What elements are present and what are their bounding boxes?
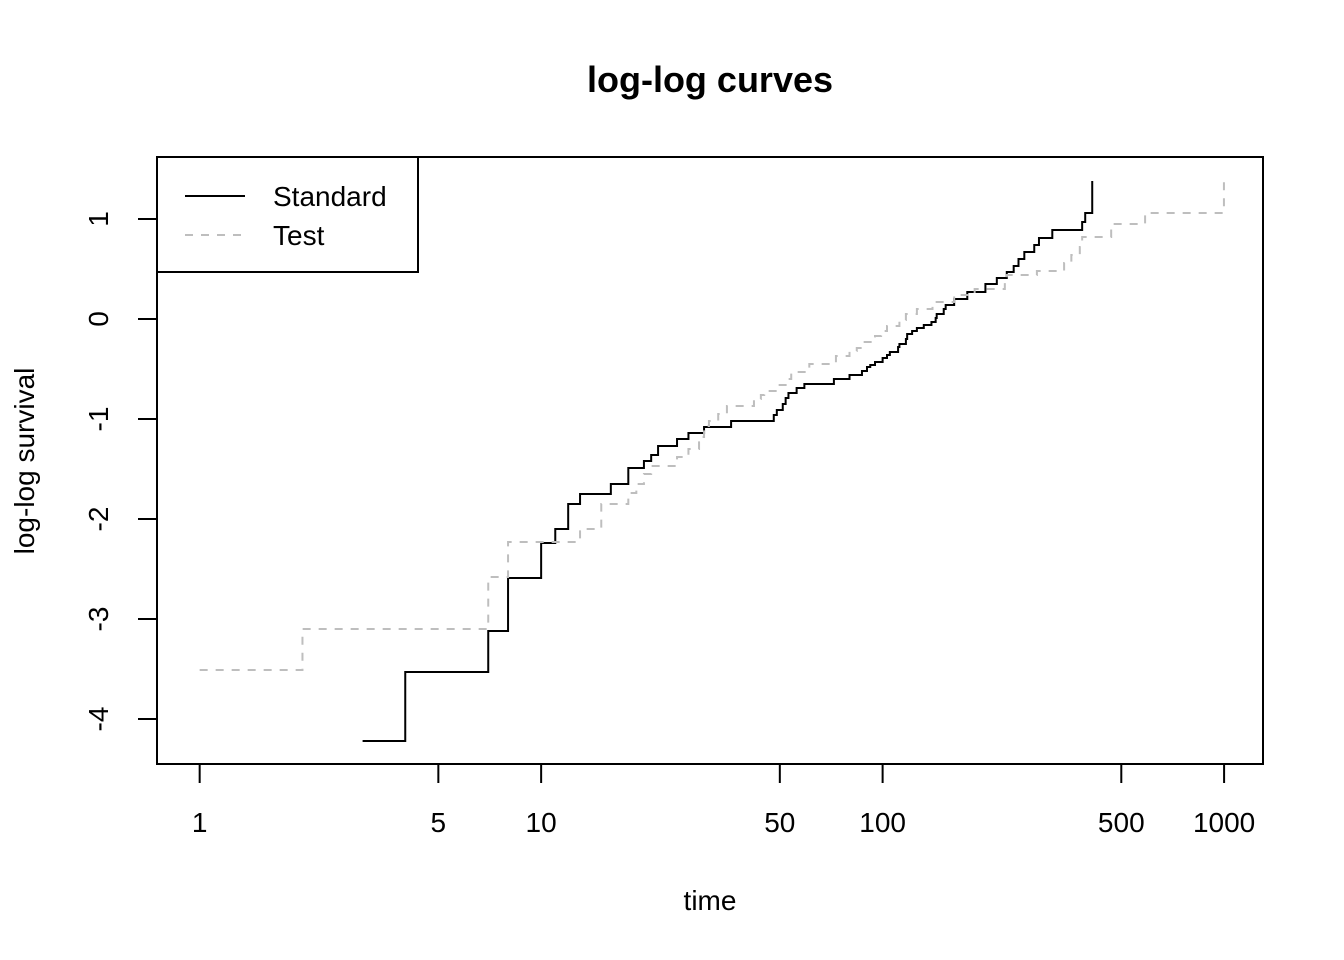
y-tick-label: -3 xyxy=(83,607,114,632)
series-line-test xyxy=(199,179,1225,671)
x-axis: 1 5 10 50 100 500 1000 xyxy=(192,763,1255,838)
y-tick-label: 0 xyxy=(83,311,114,327)
x-tick-label: 100 xyxy=(859,807,906,838)
x-tick-label: 1 xyxy=(192,807,208,838)
y-tick-label: -1 xyxy=(83,407,114,432)
y-tick-label: -2 xyxy=(83,507,114,532)
x-tick-label: 5 xyxy=(431,807,447,838)
y-axis-label: log-log survival xyxy=(9,368,40,555)
legend-box xyxy=(156,156,419,273)
x-tick-label: 500 xyxy=(1098,807,1145,838)
x-tick-label: 1000 xyxy=(1193,807,1255,838)
legend-label-standard: Standard xyxy=(273,181,387,212)
legend: Standard Test xyxy=(156,156,419,273)
legend-label-test: Test xyxy=(273,220,325,251)
chart-title: log-log curves xyxy=(587,59,833,100)
y-tick-label: -4 xyxy=(83,707,114,732)
y-axis: -4 -3 -2 -1 0 1 xyxy=(83,211,158,732)
x-tick-label: 10 xyxy=(526,807,557,838)
series-line-standard xyxy=(362,181,1094,742)
x-tick-label: 50 xyxy=(764,807,795,838)
series-layer xyxy=(199,179,1225,742)
x-axis-label: time xyxy=(684,885,737,916)
y-tick-label: 1 xyxy=(83,211,114,227)
